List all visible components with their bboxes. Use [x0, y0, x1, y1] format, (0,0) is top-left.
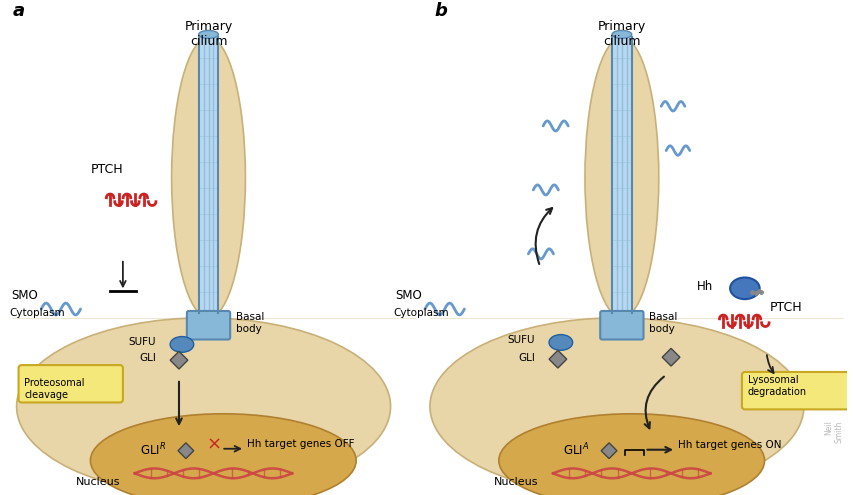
Text: Basal
body: Basal body — [235, 312, 264, 334]
Text: GLI: GLI — [139, 353, 156, 363]
Text: Neil
Smith: Neil Smith — [823, 420, 842, 443]
Text: Basal
body: Basal body — [648, 312, 677, 334]
Text: Nucleus: Nucleus — [493, 477, 537, 487]
Text: SUFU: SUFU — [508, 336, 535, 346]
Ellipse shape — [548, 335, 572, 350]
Text: Cytoplasm: Cytoplasm — [9, 308, 66, 318]
Text: Hh: Hh — [696, 280, 712, 293]
Text: $\times$: $\times$ — [206, 435, 220, 453]
Text: Hh target genes ON: Hh target genes ON — [677, 440, 780, 450]
Ellipse shape — [584, 37, 658, 318]
Ellipse shape — [90, 414, 356, 495]
Ellipse shape — [612, 31, 631, 38]
Text: Cytoplasm: Cytoplasm — [393, 308, 449, 318]
Text: b: b — [434, 1, 447, 20]
Text: a: a — [13, 1, 25, 20]
Text: PTCH: PTCH — [90, 163, 123, 176]
Bar — [199, 37, 218, 313]
FancyBboxPatch shape — [741, 372, 850, 409]
Text: GLI$^R$: GLI$^R$ — [139, 442, 165, 458]
Text: GLI: GLI — [518, 353, 535, 363]
Ellipse shape — [170, 337, 194, 352]
Text: Primary
cilium: Primary cilium — [184, 20, 232, 48]
FancyBboxPatch shape — [187, 311, 230, 340]
Text: Proteosomal
cleavage: Proteosomal cleavage — [25, 378, 85, 399]
Ellipse shape — [498, 414, 763, 495]
Ellipse shape — [16, 318, 390, 495]
Text: GLI$^A$: GLI$^A$ — [562, 442, 589, 458]
Text: Nucleus: Nucleus — [76, 477, 120, 487]
Bar — [612, 37, 631, 313]
Text: Hh target genes OFF: Hh target genes OFF — [247, 439, 354, 449]
Text: PTCH: PTCH — [769, 301, 801, 314]
Ellipse shape — [199, 31, 218, 38]
FancyBboxPatch shape — [19, 365, 123, 402]
Text: Primary
cilium: Primary cilium — [597, 20, 645, 48]
Text: SMO: SMO — [12, 289, 38, 302]
Ellipse shape — [171, 37, 245, 318]
Ellipse shape — [429, 318, 803, 495]
Text: SUFU: SUFU — [129, 338, 156, 347]
FancyBboxPatch shape — [600, 311, 643, 340]
Text: Lysosomal
degradation: Lysosomal degradation — [747, 375, 806, 396]
Ellipse shape — [729, 278, 759, 299]
Text: SMO: SMO — [395, 289, 421, 302]
